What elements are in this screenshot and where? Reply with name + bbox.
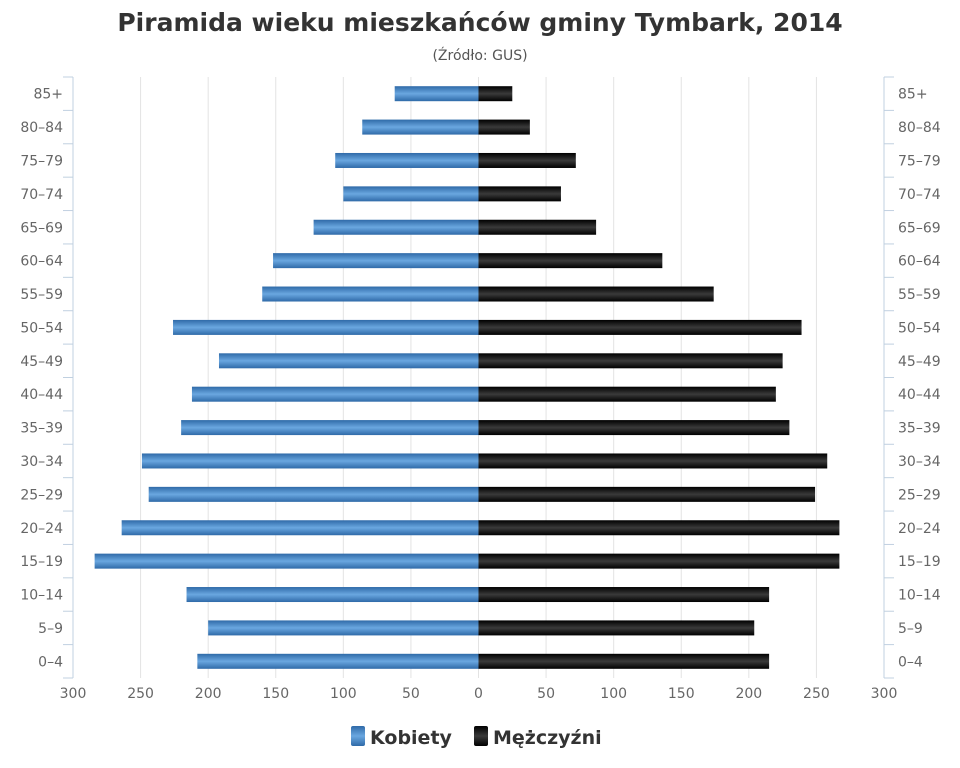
y-tick-label-left: 0–4 <box>38 654 63 670</box>
bar-kobiety <box>191 386 479 402</box>
x-tick-label: 50 <box>402 686 420 702</box>
y-tick-label-right: 45–49 <box>898 354 941 370</box>
x-tick-label: 300 <box>60 686 87 702</box>
bar-kobiety <box>313 219 479 235</box>
bar-mezczyzni <box>478 520 840 536</box>
bar-mezczyzni <box>478 620 755 636</box>
bar-mezczyzni <box>478 319 802 335</box>
y-tick-label-right: 0–4 <box>898 654 923 670</box>
x-tick-label: 50 <box>537 686 555 702</box>
y-tick-label-left: 10–14 <box>20 588 63 604</box>
bar-mezczyzni <box>478 386 776 402</box>
x-tick-label: 300 <box>871 686 898 702</box>
y-tick-label-right: 65–69 <box>898 220 941 236</box>
bar-kobiety <box>208 620 479 636</box>
y-tick-label-right: 85+ <box>898 87 928 103</box>
bar-kobiety <box>218 353 479 369</box>
bar-mezczyzni <box>478 186 561 202</box>
x-tick-label: 250 <box>127 686 154 702</box>
legend: Kobiety Mężczyźni <box>351 726 602 749</box>
x-tick-label: 250 <box>803 686 830 702</box>
bar-mezczyzni <box>478 653 770 669</box>
bar-mezczyzni <box>478 486 816 502</box>
y-tick-label-right: 70–74 <box>898 187 941 203</box>
y-tick-label-left: 55–59 <box>20 287 63 303</box>
legend-label-kobiety: Kobiety <box>370 727 453 749</box>
y-tick-label-right: 50–54 <box>898 320 941 336</box>
y-tick-label-left: 75–79 <box>20 153 63 169</box>
y-tick-label-right: 55–59 <box>898 287 941 303</box>
bar-mezczyzni <box>478 353 783 369</box>
y-tick-label-left: 50–54 <box>20 320 63 336</box>
y-tick-label-left: 40–44 <box>20 387 63 403</box>
y-tick-label-right: 30–34 <box>898 454 941 470</box>
bar-mezczyzni <box>478 453 828 469</box>
bar-kobiety <box>186 587 479 603</box>
legend-item-kobiety[interactable]: Kobiety <box>351 726 453 749</box>
legend-label-mezczyzni: Mężczyźni <box>493 727 602 749</box>
bar-kobiety <box>262 286 479 302</box>
x-tick-label: 150 <box>668 686 695 702</box>
legend-swatch-mezczyzni <box>474 726 488 746</box>
bar-kobiety <box>94 553 479 569</box>
bar-kobiety <box>173 319 479 335</box>
y-tick-label-right: 5–9 <box>898 621 923 637</box>
y-tick-label-left: 85+ <box>33 87 63 103</box>
x-tick-label: 0 <box>474 686 483 702</box>
bar-mezczyzni <box>478 587 770 603</box>
y-tick-label-right: 25–29 <box>898 487 941 503</box>
y-tick-label-left: 80–84 <box>20 120 63 136</box>
y-tick-label-right: 10–14 <box>898 588 941 604</box>
bar-kobiety <box>141 453 479 469</box>
bar-kobiety <box>362 119 479 135</box>
bar-kobiety <box>343 186 479 202</box>
legend-item-mezczyzni[interactable]: Mężczyźni <box>474 726 602 749</box>
bar-kobiety <box>148 486 479 502</box>
bar-kobiety <box>335 152 479 168</box>
y-tick-label-right: 35–39 <box>898 421 941 437</box>
bar-mezczyzni <box>478 119 530 135</box>
x-tick-label: 150 <box>262 686 289 702</box>
y-tick-label-left: 70–74 <box>20 187 63 203</box>
x-tick-label: 200 <box>195 686 222 702</box>
bar-mezczyzni <box>478 286 714 302</box>
y-tick-label-right: 15–19 <box>898 554 941 570</box>
y-tick-label-right: 75–79 <box>898 153 941 169</box>
y-tick-label-left: 20–24 <box>20 521 63 537</box>
y-tick-label-right: 80–84 <box>898 120 941 136</box>
bar-mezczyzni <box>478 86 513 102</box>
bar-mezczyzni <box>478 553 840 569</box>
bar-kobiety <box>394 86 479 102</box>
y-tick-label-left: 5–9 <box>38 621 63 637</box>
x-tick-label: 100 <box>600 686 627 702</box>
bar-mezczyzni <box>478 420 790 436</box>
bar-kobiety <box>181 420 479 436</box>
bar-mezczyzni <box>478 152 576 168</box>
y-tick-label-left: 45–49 <box>20 354 63 370</box>
bar-mezczyzni <box>478 253 663 269</box>
y-tick-label-right: 40–44 <box>898 387 941 403</box>
y-tick-label-right: 60–64 <box>898 254 941 270</box>
y-tick-label-right: 20–24 <box>898 521 941 537</box>
bar-mezczyzni <box>478 219 597 235</box>
y-tick-label-left: 25–29 <box>20 487 63 503</box>
x-tick-label: 200 <box>735 686 762 702</box>
y-tick-label-left: 35–39 <box>20 421 63 437</box>
y-tick-label-left: 30–34 <box>20 454 63 470</box>
y-tick-label-left: 15–19 <box>20 554 63 570</box>
bar-kobiety <box>197 653 479 669</box>
y-tick-label-left: 60–64 <box>20 254 63 270</box>
bar-kobiety <box>121 520 479 536</box>
y-tick-label-left: 65–69 <box>20 220 63 236</box>
x-tick-label: 100 <box>330 686 357 702</box>
legend-swatch-kobiety <box>351 726 365 746</box>
bar-kobiety <box>273 253 479 269</box>
chart-title: Piramida wieku mieszkańców gminy Tymbark… <box>117 8 842 37</box>
chart-subtitle: (Źródło: GUS) <box>432 46 527 64</box>
